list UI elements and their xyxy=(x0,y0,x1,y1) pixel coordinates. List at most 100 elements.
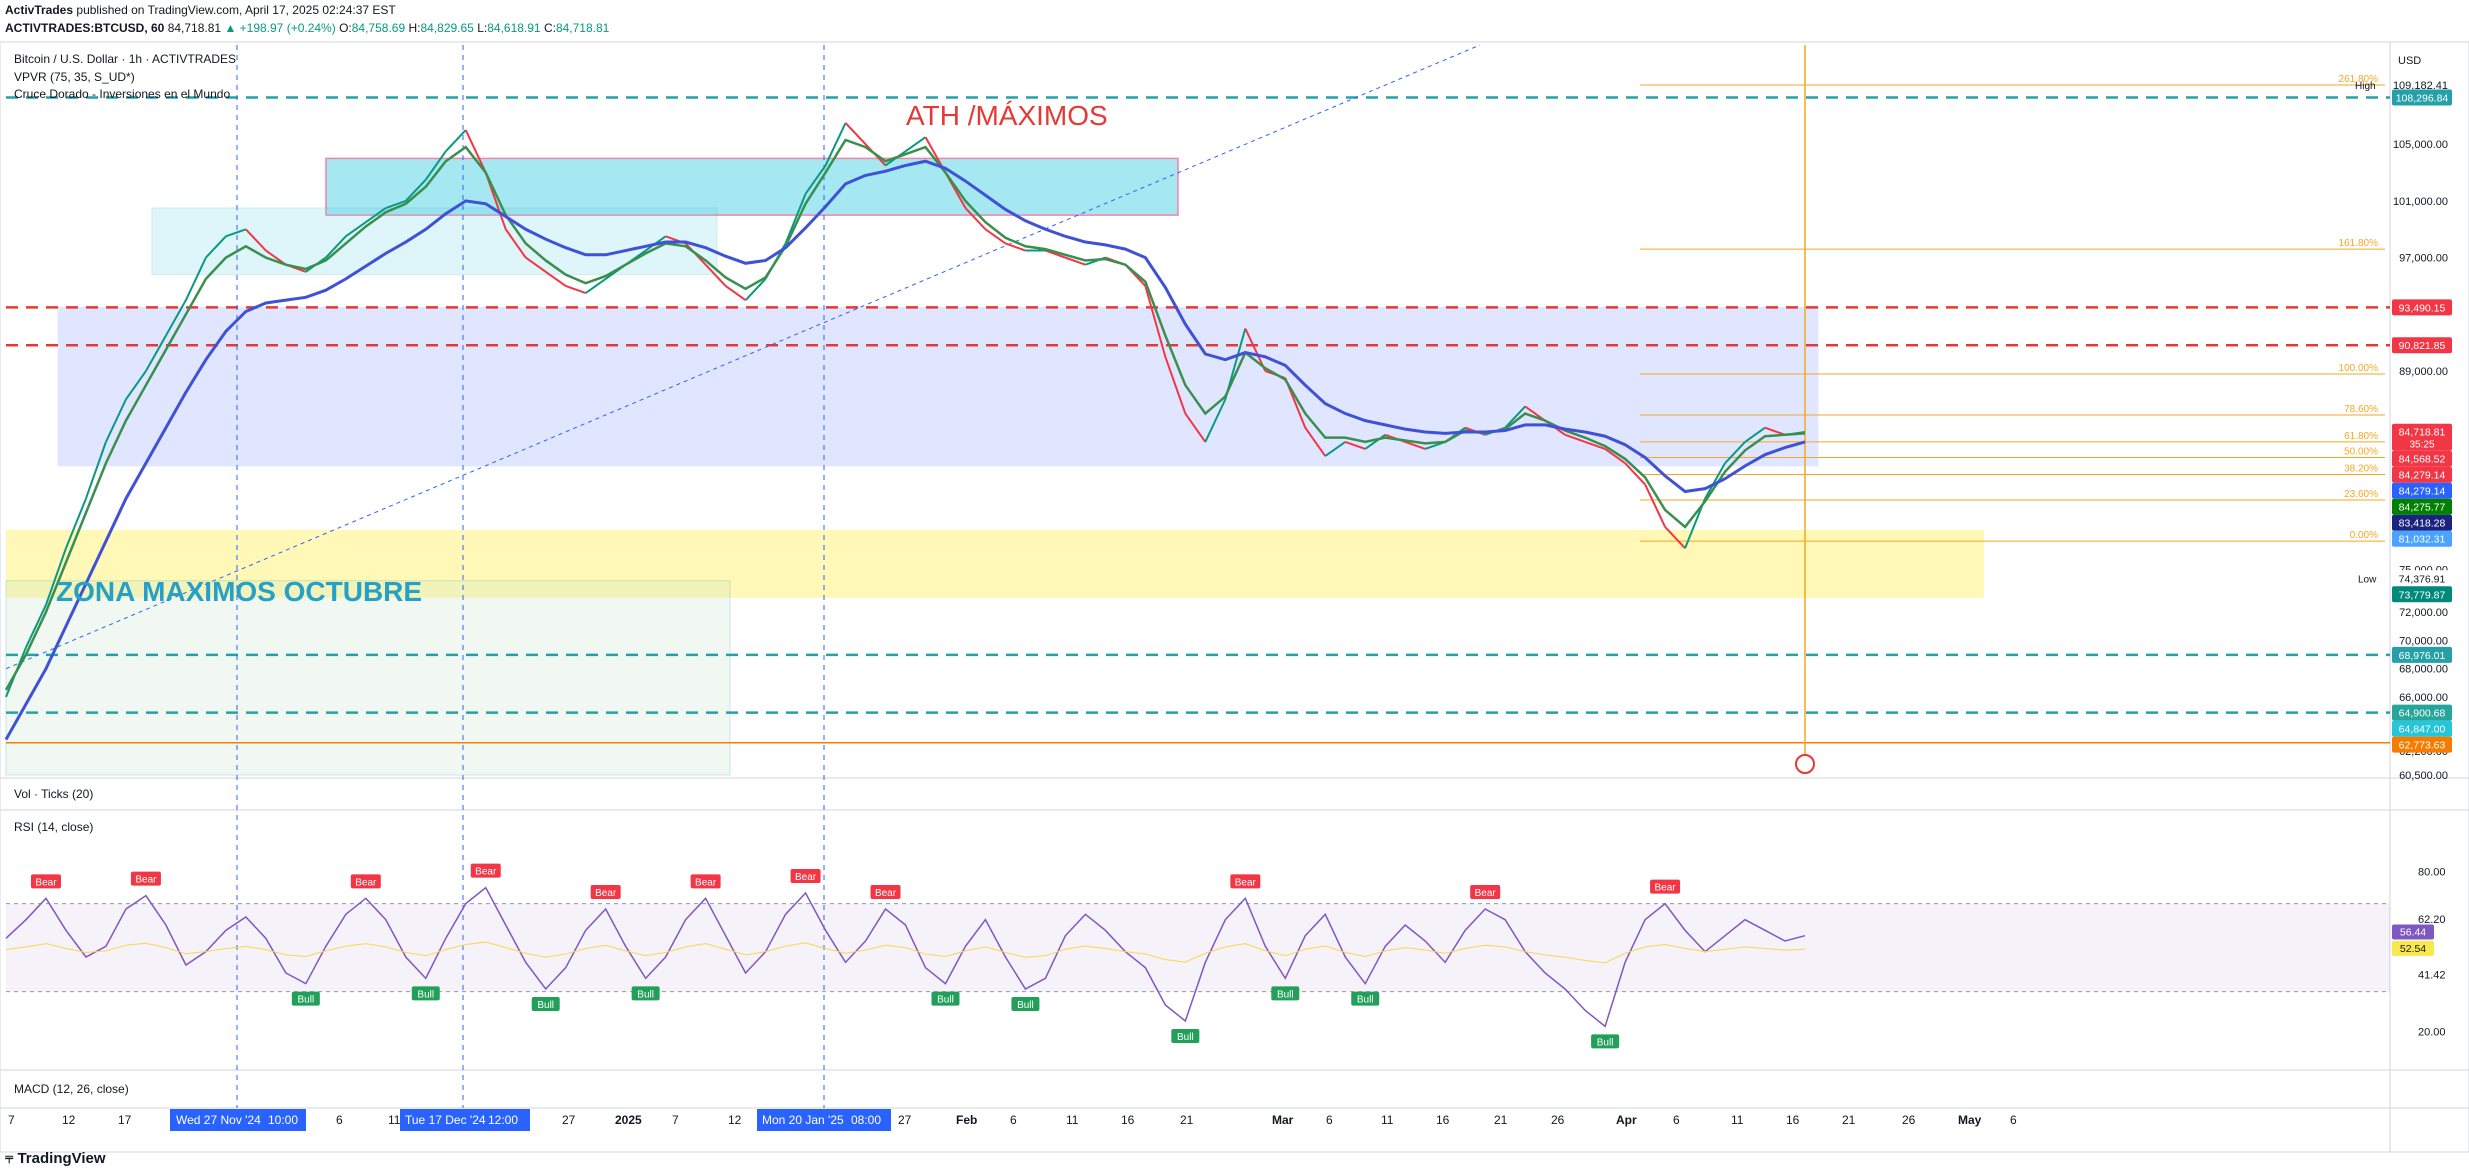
x-axis-label: 12 xyxy=(728,1113,742,1127)
x-axis-label: 6 xyxy=(1010,1113,1017,1127)
x-axis-label: Mon 20 Jan '25 xyxy=(762,1113,844,1127)
x-axis-label: 6 xyxy=(2010,1113,2017,1127)
fib-level-label: 61.80% xyxy=(2344,431,2378,442)
x-axis-label: 7 xyxy=(672,1113,679,1127)
price-tick-label: 89,000.00 xyxy=(2399,366,2448,378)
x-axis-label: Mar xyxy=(1272,1113,1294,1127)
x-axis-label: 6 xyxy=(336,1113,343,1127)
high-value: 84,829.65 xyxy=(420,21,474,35)
zona-annotation: ZONA MAXIMOS OCTUBRE xyxy=(56,576,422,607)
price-tick-label: 109,182.41 xyxy=(2393,80,2448,92)
bear-signal xyxy=(870,885,901,899)
macd-pane-label[interactable]: MACD (12, 26, close) xyxy=(14,1082,129,1096)
price-badge-label: 108,296.84 xyxy=(2396,92,2449,104)
price-tick-label: 66,000.00 xyxy=(2399,692,2448,704)
indicator-cruce-dorado[interactable]: Cruce Dorado - Inversiones en el Mundo xyxy=(14,87,231,101)
price-segment xyxy=(504,228,527,259)
price-badge-label: 74,376.91 xyxy=(2399,573,2446,585)
price-segment xyxy=(345,221,367,238)
bear-signal-label: Bear xyxy=(795,872,817,883)
fib-level-label: 78.60% xyxy=(2344,404,2378,415)
currency-label: USD xyxy=(2398,55,2421,67)
fib-level-label: 50.00% xyxy=(2344,446,2378,457)
bull-signal xyxy=(291,991,320,1006)
price-tick-label: 60,500.00 xyxy=(2399,770,2448,782)
price-badge-label: 64,900.68 xyxy=(2399,708,2446,720)
price-badge-label: 83,418.28 xyxy=(2399,518,2446,530)
price-segment xyxy=(1065,256,1086,266)
x-axis-label: 16 xyxy=(1786,1113,1800,1127)
bull-signal-label: Bull xyxy=(1357,995,1374,1006)
price-segment xyxy=(1404,440,1426,450)
volume-pane-label[interactable]: Vol · Ticks (20) xyxy=(14,787,94,801)
price-segment xyxy=(1564,433,1586,443)
bear-signal xyxy=(690,874,721,889)
bear-signal xyxy=(1230,874,1261,889)
rsi-pane-label[interactable]: RSI (14, close) xyxy=(14,820,94,834)
low-value: 84,618.91 xyxy=(487,21,541,35)
price-segment xyxy=(804,164,827,195)
x-axis-label: 16 xyxy=(1121,1113,1135,1127)
price-badge xyxy=(2392,514,2452,531)
price-segment xyxy=(904,136,927,153)
bull-signal-label: Bull xyxy=(1597,1037,1614,1048)
fib-level-label: 161.80% xyxy=(2339,238,2379,249)
rsi-tick-label: 62.20 xyxy=(2418,914,2446,926)
price-badge xyxy=(2392,423,2452,451)
price-segment xyxy=(744,278,767,301)
rsi-tick-label: 80.00 xyxy=(2418,867,2446,879)
price-segment xyxy=(1164,356,1187,414)
bull-signal xyxy=(1011,997,1040,1011)
fib-level-label: 261.80% xyxy=(2339,74,2379,85)
x-axis-label: 6 xyxy=(1673,1113,1680,1127)
tradingview-logo[interactable]: ⫧ TradingView xyxy=(5,1150,106,1167)
price-segment xyxy=(844,122,867,145)
bear-signal xyxy=(1470,885,1501,899)
price-segment xyxy=(725,285,747,301)
bull-signal xyxy=(931,991,960,1006)
rsi-badge xyxy=(2392,940,2434,956)
price-segment xyxy=(1744,426,1766,443)
x-axis-label: 11 xyxy=(1381,1113,1394,1127)
bear-signal-label: Bear xyxy=(875,888,897,899)
fib-level-label: 100.00% xyxy=(2339,363,2379,374)
x-axis-label: 7 xyxy=(8,1113,15,1127)
support-zone xyxy=(57,306,1819,467)
price-badge xyxy=(2392,482,2452,499)
price-segment xyxy=(225,228,247,238)
bull-signal xyxy=(1351,991,1380,1006)
ohlc-header: ACTIVTRADES:BTCUSD, 60 84,718.81 ▲ +198.… xyxy=(5,21,609,35)
x-axis-label: 27 xyxy=(898,1113,912,1127)
x-axis-label: Wed 27 Nov '24 xyxy=(176,1113,261,1127)
price-badge xyxy=(2392,704,2452,721)
bull-signal xyxy=(411,986,440,1001)
range-zone xyxy=(151,207,718,276)
price-badge xyxy=(2392,466,2452,483)
x-axis-label: 17 xyxy=(118,1113,132,1127)
price-badge xyxy=(2392,299,2452,316)
fib-level-label: 23.60% xyxy=(2344,489,2378,500)
rsi-tick-label: 41.42 xyxy=(2418,970,2446,982)
open-label: O: xyxy=(339,21,352,35)
bear-signal-label: Bear xyxy=(135,875,157,886)
price-badge-label: 84,279.14 xyxy=(2399,486,2446,498)
x-axis-label: 21 xyxy=(1494,1113,1508,1127)
price-segment xyxy=(1005,242,1026,252)
high-label: H: xyxy=(408,21,421,35)
price-segment xyxy=(125,370,147,400)
date-highlight xyxy=(170,1109,306,1131)
indicator-vpvr[interactable]: VPVR (75, 35, S_UD*) xyxy=(14,70,135,84)
rsi-tick-label: 20.00 xyxy=(2418,1027,2446,1039)
high-label: High xyxy=(2355,81,2376,92)
ath-zone xyxy=(325,157,1179,216)
price-tick-label: 70,000.00 xyxy=(2399,635,2448,647)
price-segment xyxy=(1624,462,1646,486)
bull-signal-label: Bull xyxy=(1177,1032,1194,1043)
trendline xyxy=(5,44,1481,670)
bear-signal-label: Bear xyxy=(475,867,497,878)
x-axis-label: Tue 17 Dec '24 xyxy=(405,1113,486,1127)
price-segment xyxy=(145,335,167,372)
x-axis-label: 2025 xyxy=(615,1113,642,1127)
x-axis-label: 26 xyxy=(1902,1113,1916,1127)
